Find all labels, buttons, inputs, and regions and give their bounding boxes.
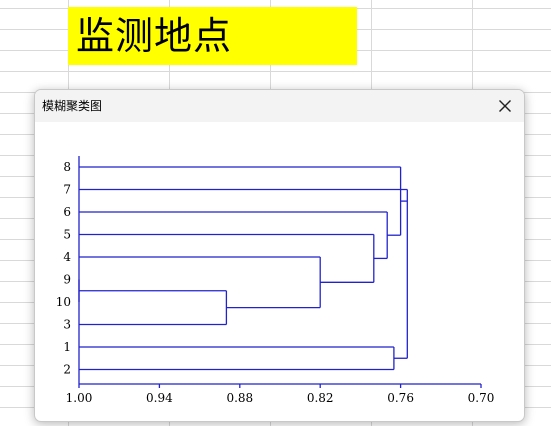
x-tick-label-1: 0.94: [146, 391, 173, 405]
leaf-label-10: 10: [56, 295, 71, 309]
leaf-label-8: 8: [63, 160, 71, 174]
cluster-dialog: 模糊聚类图 1.00 0.94 0.88 0.82 0.76 0.70 8 7 6 5 4 9 10 3 1…: [34, 89, 525, 422]
dialog-title: 模糊聚类图: [42, 99, 103, 113]
leaf-label-7: 7: [63, 183, 71, 197]
dialog-titlebar[interactable]: 模糊聚类图: [35, 90, 524, 122]
x-tick-label-5: 0.70: [468, 391, 495, 405]
close-icon: [499, 100, 511, 112]
x-tick-label-0: 1.00: [66, 391, 93, 405]
leaf-label-5: 5: [63, 228, 71, 242]
leaf-label-4: 4: [63, 250, 71, 264]
dendrogram-chart: 1.00 0.94 0.88 0.82 0.76 0.70 8 7 6 5 4 9 10 3 1 2: [56, 156, 495, 405]
leaf-label-6: 6: [63, 205, 71, 219]
leaf-label-2: 2: [63, 363, 71, 377]
leaf-label-9: 9: [63, 273, 71, 287]
leaf-label-1: 1: [63, 340, 71, 354]
x-tick-label-2: 0.88: [226, 391, 253, 405]
title-cell[interactable]: 监测地点: [68, 7, 357, 65]
x-tick-label-3: 0.82: [307, 391, 334, 405]
close-button[interactable]: [492, 94, 518, 118]
leaf-label-3: 3: [63, 318, 71, 332]
x-tick-label-4: 0.76: [387, 391, 414, 405]
